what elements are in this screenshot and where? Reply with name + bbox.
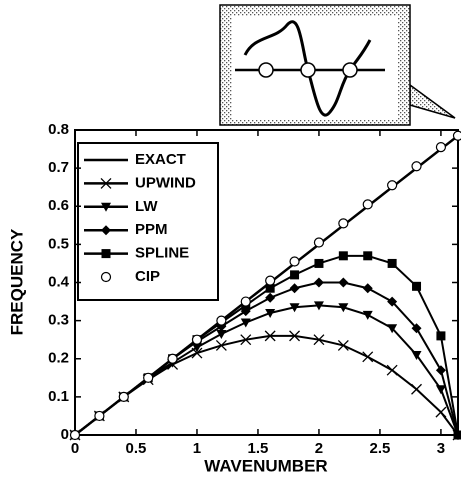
legend-marker [100, 177, 112, 189]
marker-circle [452, 130, 461, 141]
y-tick-label: 0.4 [48, 273, 70, 290]
series-line [74, 304, 459, 436]
legend-entry: PPM [84, 221, 168, 238]
legend-label: LW [135, 198, 158, 215]
y-tick-label: 0 [61, 426, 69, 443]
marker-circle [289, 256, 300, 267]
marker-circle [411, 161, 422, 172]
x-tick-label: 3 [437, 440, 445, 457]
marker-triangle [191, 343, 202, 353]
marker-x [337, 339, 349, 351]
legend-entry: LW [84, 198, 158, 215]
marker-diamond [362, 283, 373, 294]
marker-circle [265, 275, 276, 286]
marker-triangle [240, 318, 251, 328]
marker-triangle [362, 310, 373, 320]
y-tick-label: 0.6 [48, 197, 69, 214]
marker-diamond [289, 283, 300, 294]
marker-circle [313, 237, 325, 248]
x-tick-label: 1 [193, 440, 201, 457]
marker-x [362, 351, 374, 363]
x-tick-label: 2 [315, 440, 323, 457]
legend-marker [101, 249, 111, 259]
marker-diamond [387, 296, 398, 307]
marker-diamond [338, 277, 349, 288]
marker-x [411, 383, 422, 395]
marker-triangle [313, 301, 324, 311]
marker-square [338, 251, 348, 261]
x-tick-label: 0 [71, 440, 79, 457]
legend-entry: EXACT [84, 151, 186, 168]
marker-x [240, 334, 252, 346]
marker-diamond [435, 365, 446, 376]
marker-square [265, 283, 275, 293]
marker-x [289, 330, 301, 342]
marker-x [215, 339, 227, 351]
y-tick-label: 0.2 [48, 350, 69, 367]
legend-entry: UPWIND [84, 174, 196, 191]
marker-square [387, 258, 397, 268]
marker-square [314, 258, 324, 268]
legend-label: UPWIND [135, 174, 196, 191]
marker-circle [167, 353, 178, 364]
y-axis-label: FREQUENCY [7, 228, 26, 335]
legend-marker [100, 271, 112, 283]
legend-entry: SPLINE [84, 245, 189, 262]
x-tick-label: 0.5 [126, 440, 147, 457]
marker-diamond [411, 323, 422, 334]
marker-circle [143, 372, 154, 383]
x-tick-label: 1.5 [248, 440, 269, 457]
marker-circle [387, 180, 398, 191]
inset-diagram [219, 4, 456, 126]
series-line [74, 334, 459, 436]
y-tick-label: 0.1 [48, 388, 69, 405]
x-axis-label: WAVENUMBER [204, 456, 327, 475]
y-tick-label: 0.3 [48, 312, 69, 329]
marker-triangle [411, 350, 422, 360]
marker-circle [94, 410, 105, 422]
marker-square [412, 281, 422, 291]
legend-entry: CIP [100, 268, 160, 285]
marker-square [453, 430, 461, 440]
x-tick-label: 2.5 [370, 440, 391, 457]
legend-marker [101, 202, 111, 212]
marker-triangle [435, 385, 446, 395]
marker-triangle [338, 303, 349, 313]
marker-circle [191, 334, 203, 345]
marker-triangle [265, 309, 276, 318]
marker-triangle [216, 329, 227, 339]
marker-x [435, 406, 447, 418]
y-tick-label: 0.7 [48, 159, 69, 176]
legend-label: CIP [135, 268, 160, 285]
legend-box [77, 142, 219, 301]
legend-label: EXACT [135, 151, 186, 168]
marker-x [313, 334, 325, 346]
y-tick-label: 0.5 [48, 235, 69, 252]
legend-label: SPLINE [135, 245, 189, 262]
marker-circle [362, 199, 373, 210]
marker-circle [338, 218, 349, 229]
marker-square [363, 251, 373, 261]
marker-circle [240, 296, 251, 307]
marker-x [386, 364, 398, 376]
y-tick-label: 0.8 [48, 121, 69, 138]
marker-x [264, 330, 276, 342]
marker-diamond [265, 292, 276, 303]
marker-circle [216, 315, 227, 326]
marker-diamond [313, 277, 324, 288]
series-line [74, 281, 459, 436]
legend-label: PPM [135, 221, 168, 238]
marker-triangle [387, 324, 398, 334]
marker-circle [435, 142, 447, 153]
marker-circle [69, 429, 81, 441]
marker-square [290, 270, 300, 280]
legend-marker [101, 225, 111, 236]
marker-triangle [289, 303, 300, 313]
marker-square [436, 331, 446, 341]
marker-circle [118, 391, 129, 402]
